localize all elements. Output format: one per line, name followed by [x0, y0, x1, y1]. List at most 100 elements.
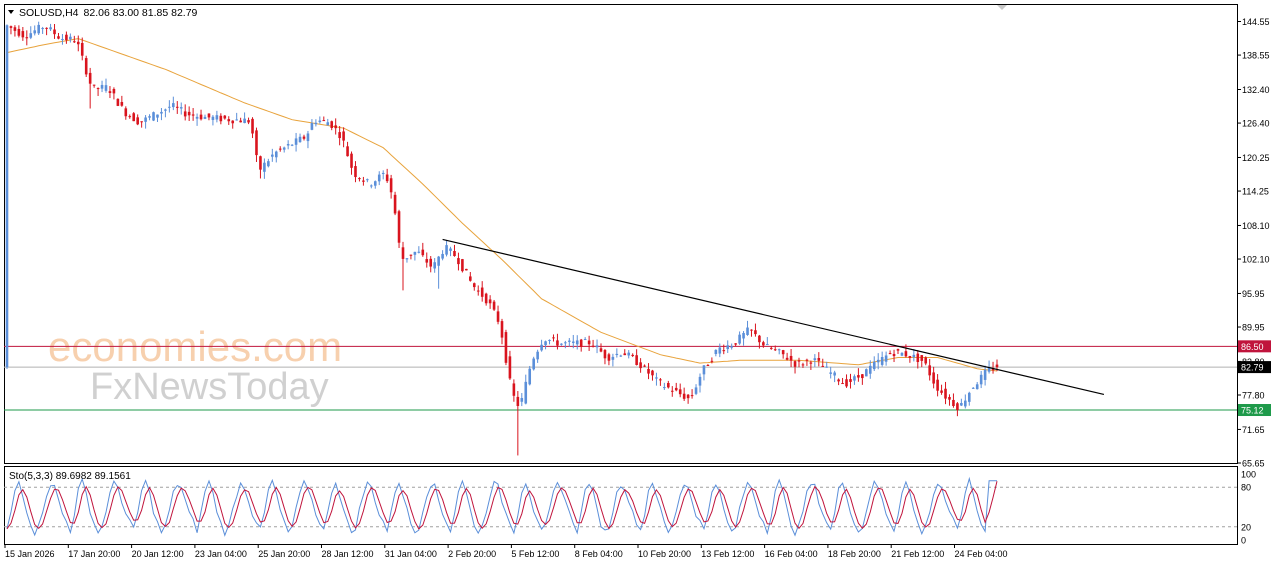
candle-bear: [346, 146, 349, 157]
candle-bull: [160, 111, 163, 114]
candle-bear: [643, 365, 646, 367]
candle-bull: [880, 357, 884, 365]
candle-bear: [932, 372, 935, 384]
x-tick-label: 24 Feb 04:00: [955, 549, 1008, 559]
candle-bear: [496, 311, 500, 322]
candle-bear: [635, 355, 638, 365]
candle-bear: [861, 374, 864, 379]
candle-bull: [544, 341, 547, 346]
candle-bull: [912, 354, 916, 358]
stoch-scale-label: 20: [1241, 522, 1251, 532]
candle-bear: [461, 259, 464, 272]
candle-bear: [421, 249, 425, 256]
candle-bear: [231, 120, 235, 124]
candle-bear: [136, 117, 139, 125]
candle-bull: [868, 365, 872, 374]
candle-bear: [667, 383, 670, 388]
candle-bear: [124, 108, 128, 117]
candle-bull: [698, 376, 702, 386]
candle-bull: [971, 387, 975, 389]
horizontal-levels: 86.50 82.79 75.12: [4, 340, 1271, 417]
candle-bear: [948, 396, 951, 400]
candle-bear: [896, 349, 900, 351]
main-plot-frame: [4, 4, 1238, 464]
candle-bull: [172, 103, 175, 108]
candle-bull: [294, 138, 298, 145]
y-tick-label: 89.95: [1242, 323, 1265, 333]
candle-bull: [61, 38, 64, 41]
candle-bull: [714, 349, 718, 354]
candle-bull: [738, 334, 741, 344]
stoch-scale-label: 80: [1241, 483, 1251, 493]
candle-bull: [168, 106, 171, 108]
candle-bear: [484, 293, 488, 304]
candle-bear: [607, 354, 611, 361]
candle-bear: [670, 390, 674, 392]
candle-bear: [492, 301, 496, 310]
candle-bear: [904, 351, 908, 357]
candle-bull: [777, 349, 781, 351]
candle-bear: [108, 91, 112, 93]
scroll-marker-icon[interactable]: [997, 5, 1007, 10]
candle-bear: [678, 389, 682, 395]
y-tick-label: 77.80: [1242, 391, 1265, 401]
symbol-label: SOLUSD,H4 82.06 83.00 81.85 82.79: [19, 7, 198, 19]
candle-bear: [92, 84, 96, 86]
candle-bear: [334, 125, 337, 129]
candle-bear: [849, 379, 852, 382]
candle-bull: [694, 387, 698, 394]
candle-bear: [25, 37, 29, 39]
candle-bear: [516, 396, 520, 406]
candle-bull: [310, 123, 314, 130]
candle-bull: [271, 154, 274, 157]
candle-bear: [639, 362, 642, 369]
candle-bull: [195, 116, 199, 119]
candle-bear: [322, 120, 326, 122]
moving-average: [6, 38, 998, 372]
stochastic-label: Sto(5,3,3) 89.6982 89.1561: [9, 471, 131, 482]
candle-bull: [144, 117, 147, 122]
candle-bull: [29, 33, 33, 38]
candle-bear: [247, 120, 250, 123]
candle-bull: [445, 245, 448, 255]
y-tick-label: 144.55: [1242, 17, 1270, 27]
candle-bear: [227, 119, 231, 122]
candle-bear: [191, 114, 195, 116]
candle-bear: [457, 258, 460, 265]
candle-bull: [282, 147, 286, 150]
y-tick-label: 120.25: [1242, 153, 1270, 163]
candle-bull: [69, 36, 72, 40]
x-tick-label: 31 Jan 04:00: [385, 549, 437, 559]
candle-bull: [853, 376, 856, 381]
stochastic-indicator: 100 80 20 0: [4, 470, 1256, 546]
candle-bear: [480, 287, 484, 297]
candle-bear: [255, 130, 258, 156]
candle-bear: [750, 329, 753, 331]
candle-bear: [17, 28, 21, 36]
candle-bear: [928, 365, 931, 376]
candle-bull: [532, 358, 535, 370]
candle-bear: [908, 355, 912, 358]
candle-bear: [552, 337, 555, 339]
candle-bull: [326, 122, 330, 126]
candle-bull: [156, 114, 159, 118]
candle-bull: [975, 384, 979, 390]
candle-bull: [872, 361, 876, 370]
candle-bull: [876, 359, 880, 363]
candle-bear: [239, 120, 242, 123]
current-label-box: [1238, 361, 1271, 374]
candle-bull: [235, 119, 238, 121]
y-tick-label: 71.65: [1242, 425, 1265, 435]
candle-bull: [742, 333, 745, 339]
candle-bull: [718, 347, 722, 354]
candle-bear: [758, 335, 761, 343]
stoch-scale-label: 0: [1241, 536, 1246, 546]
y-tick-label: 95.95: [1242, 289, 1265, 299]
candle-bear: [425, 259, 429, 263]
chevron-down-icon[interactable]: [8, 10, 14, 14]
candle-bear: [132, 113, 136, 122]
time-axis: 15 Jan 2026 17 Jan 20:00 20 Jan 12:00 23 Ja…: [4, 544, 1008, 559]
candle-bear: [674, 387, 678, 391]
candle-bull: [215, 115, 219, 120]
candle-bear: [512, 383, 516, 396]
